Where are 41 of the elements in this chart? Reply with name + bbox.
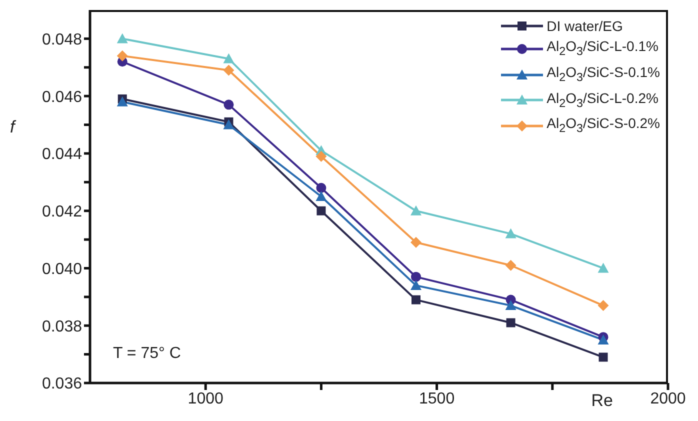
y-tick-label: 0.040 <box>42 260 82 278</box>
y-tick-label: 0.042 <box>42 204 82 221</box>
y-tick-label: 0.038 <box>42 318 82 336</box>
point <box>316 150 327 162</box>
point <box>316 182 326 193</box>
point <box>410 280 422 290</box>
point <box>224 100 234 110</box>
point <box>410 205 422 216</box>
x-tick-label: 1500 <box>419 390 455 408</box>
point <box>410 236 422 248</box>
point <box>223 119 234 130</box>
y-tick-label: 0.036 <box>42 376 82 393</box>
point <box>116 96 128 106</box>
annotation: T = 75° C <box>113 345 181 363</box>
y-tick-label: 0.046 <box>42 88 82 106</box>
point <box>116 50 128 62</box>
point <box>505 300 516 310</box>
x-tick-label: 2000 <box>650 390 686 408</box>
point <box>316 191 327 201</box>
x-tick-label: 1000 <box>188 390 224 408</box>
point <box>506 318 516 328</box>
point <box>505 228 516 238</box>
point <box>316 206 326 216</box>
legend-label: Al$_{2}$O$_{3}$/SiC-L-0.1% <box>546 37 658 60</box>
point <box>598 300 609 312</box>
point <box>598 262 609 273</box>
y-tick-label: 0.048 <box>42 31 82 48</box>
legend-label: Al$_{2}$O$_{3}$/SiC-S-0.2% <box>546 114 660 138</box>
point <box>223 64 234 76</box>
x-axis-title: Re <box>591 391 613 410</box>
legend-label: Al$_{2}$O$_{3}$/SiC-L-0.2% <box>546 88 658 112</box>
point <box>505 260 516 271</box>
point <box>411 295 420 304</box>
point <box>116 33 128 44</box>
point <box>410 272 421 282</box>
legend-label: DI water/EG <box>546 17 623 36</box>
y-axis-title: f <box>10 118 17 137</box>
point <box>598 352 608 362</box>
y-tick-label: 0.044 <box>42 146 82 164</box>
point <box>223 53 234 64</box>
legend-label: Al$_{2}$O$_{3}$/SiC-S-0.1% <box>546 62 660 86</box>
